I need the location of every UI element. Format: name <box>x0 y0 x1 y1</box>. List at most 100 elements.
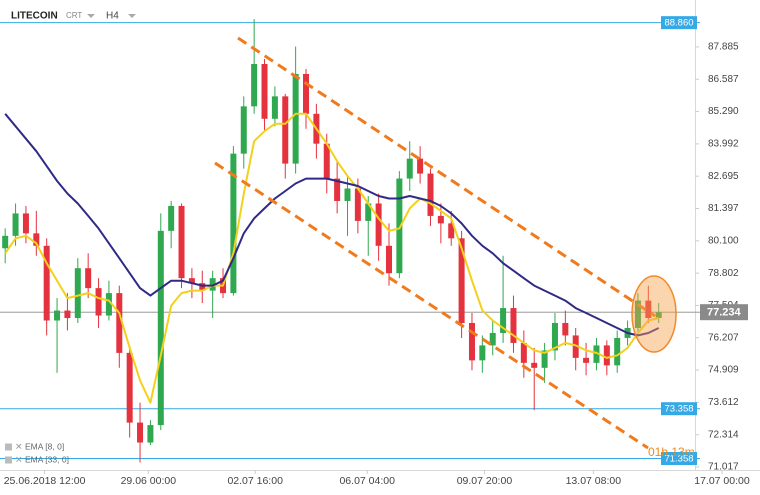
ema-line <box>4 112 659 404</box>
candle-body <box>427 173 434 216</box>
candle-body <box>541 350 548 368</box>
dropdown-arrow[interactable] <box>87 14 95 18</box>
candle-body <box>54 310 61 321</box>
candle-body <box>551 322 558 351</box>
price-label: 73.358 <box>664 404 693 415</box>
candle-body <box>489 332 496 346</box>
candle-body <box>157 230 164 426</box>
candle-body <box>105 293 112 316</box>
x-tick-label: 06.07 04:00 <box>339 475 395 487</box>
candle-body <box>510 308 517 343</box>
candle-body <box>520 342 527 363</box>
candle-body <box>634 300 641 328</box>
candle-body <box>178 205 185 279</box>
candle-body <box>199 283 206 291</box>
y-tick-label: 71.017 <box>708 462 739 473</box>
legend-label: EMA [8, 0] <box>25 441 64 451</box>
price-label-box <box>661 16 697 30</box>
chart-type[interactable]: CRT <box>66 11 82 20</box>
candle-body <box>292 73 299 164</box>
candle-body <box>271 96 278 119</box>
candle-body <box>2 235 9 249</box>
candle-body <box>137 422 144 443</box>
candle-body <box>562 322 569 336</box>
price-axis: 87.885 86.587 85.290 83.992 82.695 81.397 80.1… <box>4 16 750 487</box>
candle-body <box>64 310 71 319</box>
candle-body <box>448 223 455 239</box>
candle-body <box>458 238 465 323</box>
candle-body <box>375 203 382 246</box>
candle-body <box>168 205 175 231</box>
candle-timer: 01h 13m <box>648 445 695 459</box>
x-tick-label: 25.06.2018 12:00 <box>4 475 86 487</box>
y-tick-label: 74.909 <box>708 365 739 376</box>
y-tick-label: 86.587 <box>708 74 739 85</box>
candle-body <box>354 188 361 221</box>
candle-body <box>655 312 662 319</box>
candle-body <box>479 345 486 361</box>
x-tick-label: 02.07 16:00 <box>227 475 283 487</box>
candle-body <box>251 64 258 107</box>
y-tick-label: 73.612 <box>708 397 739 408</box>
candle-body <box>417 158 424 174</box>
candle-body <box>95 288 102 316</box>
candle-body <box>614 337 621 366</box>
candle-body <box>396 178 403 274</box>
candle-body <box>583 357 590 363</box>
legend-close: ✕ <box>15 441 23 451</box>
legend-icon <box>5 456 12 464</box>
candle-body <box>603 345 610 366</box>
y-tick-label: 83.992 <box>708 139 739 150</box>
dropdown-arrow[interactable] <box>128 14 136 18</box>
timeframe[interactable]: H4 <box>106 11 119 22</box>
y-tick-label: 80.100 <box>708 235 739 246</box>
candle-body <box>282 96 289 164</box>
candle-body <box>147 425 154 443</box>
legend: ✕ EMA [8, 0]✕ EMA [33, 0] <box>5 441 69 464</box>
candle-body <box>303 73 310 114</box>
candle-body <box>12 213 19 236</box>
header: LITECOIN CRT H4 <box>11 11 136 22</box>
candle-body <box>22 213 29 234</box>
y-tick-label: 76.207 <box>708 332 739 343</box>
candle-body <box>261 64 268 119</box>
price-label-box <box>661 452 697 466</box>
x-tick-label: 09.07 20:00 <box>457 475 513 487</box>
y-tick-label: 82.695 <box>708 171 739 182</box>
price-label: 88.860 <box>664 18 693 29</box>
candle-body <box>126 352 133 423</box>
candle-body <box>500 308 507 333</box>
candle-body <box>593 345 600 363</box>
candle-body <box>468 322 475 361</box>
candle-body <box>645 300 652 319</box>
ema-line <box>4 113 660 337</box>
x-tick-label: 29.06 00:00 <box>121 475 177 487</box>
legend-close: ✕ <box>15 454 23 464</box>
trend-channel-lower <box>214 161 649 450</box>
highlight-ellipse <box>631 275 677 353</box>
candle-body <box>406 158 413 179</box>
x-tick-label: 13.07 08:00 <box>566 475 622 487</box>
y-tick-label: 87.885 <box>708 42 739 53</box>
candle-body <box>188 278 195 284</box>
y-tick-label: 81.397 <box>708 203 739 214</box>
y-tick-label: 78.802 <box>708 268 739 279</box>
symbol[interactable]: LITECOIN <box>11 11 58 22</box>
trend-channel-upper <box>237 36 656 318</box>
candle-body <box>334 178 341 201</box>
legend-label: EMA [33, 0] <box>25 454 69 464</box>
candle-body <box>437 215 444 224</box>
candle-body <box>385 245 392 274</box>
candle-body <box>240 106 247 154</box>
price-label-box <box>661 402 697 416</box>
candle-body <box>116 293 123 353</box>
candle-body <box>43 245 50 321</box>
price-label: 71.358 <box>664 454 693 465</box>
candle-body <box>531 362 538 368</box>
candle-body <box>33 233 40 246</box>
y-tick-label: 85.290 <box>708 106 739 117</box>
candle-body <box>365 203 372 221</box>
candle-body <box>230 153 237 294</box>
